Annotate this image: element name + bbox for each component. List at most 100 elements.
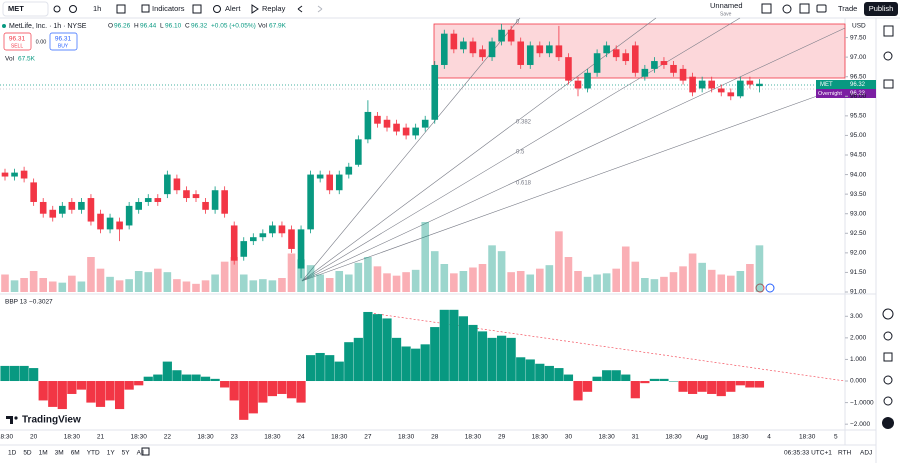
stream-icon[interactable] [883,375,893,385]
y-tick-label: 97.00 [850,54,867,61]
chat-icon[interactable] [883,352,893,362]
indicators-icon[interactable] [141,4,150,13]
indicators-button[interactable]: Indicators [152,4,185,13]
range-button[interactable]: YTD [87,450,100,457]
candle-body [11,172,18,177]
range-button[interactable]: 5D [23,450,32,457]
trade-button[interactable]: Trade [838,4,857,13]
range-button[interactable]: 3M [55,450,64,457]
range-button[interactable]: 1M [39,450,48,457]
candle-body [746,80,754,85]
bbp-bar [86,381,96,403]
range-button[interactable]: All [137,450,145,457]
volume-bar [335,271,344,292]
volume-bar [125,279,133,292]
calendar-icon[interactable] [883,331,893,341]
help-icon[interactable] [882,417,894,429]
sell-button[interactable] [3,32,32,51]
candle-body [221,190,228,214]
fib-fan[interactable] [301,17,846,282]
goto-date-icon[interactable] [141,447,150,456]
rth[interactable]: RTH [838,450,852,457]
candle-body [297,229,305,269]
publish-button[interactable]: Publish [869,4,894,13]
chart-type-icon[interactable] [116,4,126,14]
y-tick-label: 95.50 [850,113,867,120]
bbp-bar [659,378,669,382]
event-icon[interactable] [755,283,765,293]
notifications-icon[interactable] [883,396,893,406]
y-tick-label: 95.00 [850,132,867,139]
undo-icon[interactable] [297,5,303,13]
buy-price[interactable]: 96.31 [55,36,72,43]
settings-icon[interactable] [782,4,792,14]
bbp-bar [563,374,574,382]
compare-icon[interactable] [53,5,61,13]
resistance-zone[interactable] [433,23,846,79]
bbp-bar [105,381,115,401]
volume-bar [316,274,324,292]
range-button[interactable]: 1D [8,450,17,457]
alert-button[interactable]: Alert [225,4,241,13]
volume-bar [478,264,487,292]
candle-body [479,49,486,58]
watchlist-icon[interactable] [883,25,894,37]
symbol[interactable]: MET [8,4,24,13]
volume-bar [411,269,420,292]
spread: 0.00 [36,39,47,45]
snapshot-icon[interactable] [816,4,827,13]
alert-icon[interactable] [213,5,221,13]
sell-label[interactable]: SELL [11,43,23,49]
layout-name[interactable]: Unnamed [710,1,743,10]
candle-body [698,80,706,89]
buy-label[interactable]: BUY [58,43,69,49]
bbp-bar [267,381,277,397]
adj[interactable]: ADJ [860,450,872,457]
event-icon[interactable] [765,283,775,293]
overnight-tag [816,89,876,98]
buy-button[interactable] [49,32,78,51]
candle-body [574,80,582,89]
bbp-bar [172,370,182,382]
market-status [2,24,6,28]
data-icon[interactable] [883,79,894,89]
candle-body [737,80,744,97]
bbp-bar [401,346,411,382]
bbp-bar [735,381,745,386]
bbp-bar [229,381,239,401]
replay-icon[interactable] [251,4,259,14]
candle-body [164,174,171,195]
volume-bar [402,272,410,292]
search-icon[interactable] [761,3,772,14]
templates-icon[interactable] [192,4,202,14]
sell-price[interactable]: 96.31 [9,36,26,43]
save-label[interactable]: Save [720,11,732,17]
candle-body [125,205,133,226]
bbp-bar [477,331,488,382]
alerts-icon[interactable] [883,51,893,61]
interval[interactable]: 1h [93,4,101,13]
fullscreen-icon[interactable] [799,3,810,14]
bbp-bar [115,381,125,410]
overnight-price: 96.23 [850,91,866,97]
range-button[interactable]: 6M [71,450,80,457]
volume-bar [106,276,114,292]
ideas-icon[interactable] [882,308,894,320]
bbp-bar [688,381,698,394]
bbp-bar [306,355,316,382]
logo-dot [14,416,18,420]
y-tick-label: 96.50 [850,73,867,80]
range-button[interactable]: 1Y [107,450,116,457]
bbp-bar [449,309,459,382]
replay-button[interactable]: Replay [262,4,286,13]
redo-icon[interactable] [317,5,323,13]
candle-body [87,198,95,222]
candle-body [632,45,639,73]
symbol-search[interactable] [2,1,49,17]
range-button[interactable]: 5Y [122,450,131,457]
publish-button-bg[interactable] [864,2,898,16]
legend-o: 96.26 [114,23,131,30]
add-icon[interactable] [69,5,77,13]
candle-body [192,194,200,199]
candle-body [546,45,553,54]
